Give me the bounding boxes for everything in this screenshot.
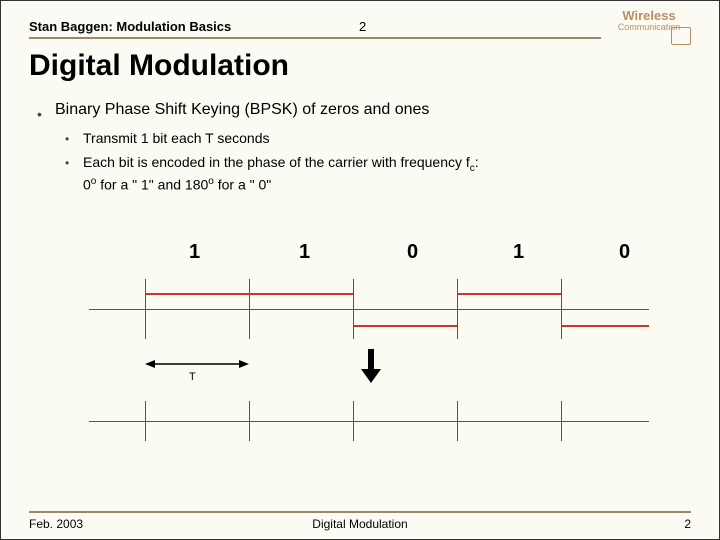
waveform-baseline — [89, 309, 649, 310]
waveform-area — [89, 269, 649, 349]
slide-title: Digital Modulation — [29, 49, 289, 83]
header-divider — [29, 37, 601, 39]
bit-segment-hi — [457, 293, 561, 295]
bpsk-diagram: 1 1 0 1 0 T — [89, 241, 649, 441]
period-arrow-icon — [145, 356, 249, 372]
bit-segment-lo — [353, 325, 457, 327]
zero-deg-num: 0 — [83, 177, 91, 193]
bit-label: 1 — [189, 241, 200, 264]
bullet-l2b-text: Each bit is encoded in the phase of the … — [83, 153, 479, 196]
lower-baseline — [89, 421, 649, 422]
bullet-l2a-text: Transmit 1 bit each T seconds — [83, 129, 270, 149]
wireless-logo: Wireless Communication — [607, 9, 691, 45]
bit-boundary — [145, 279, 146, 339]
bit-boundary — [457, 279, 458, 339]
header-page-num: 2 — [359, 19, 366, 34]
bullet-l1-text: Binary Phase Shift Keying (BPSK) of zero… — [55, 101, 429, 119]
bullet-dot-icon: • — [65, 153, 83, 169]
bullet-l1: • Binary Phase Shift Keying (BPSK) of ze… — [37, 101, 691, 121]
grid-tick — [249, 401, 250, 441]
slide-header: Stan Baggen: Modulation Basics 2 Wireles… — [29, 13, 691, 41]
grid-tick — [353, 401, 354, 441]
bit-segment-hi — [249, 293, 353, 295]
lower-grid — [89, 401, 649, 441]
period-label: T — [189, 371, 196, 383]
grid-tick — [457, 401, 458, 441]
bit-label: 0 — [619, 241, 630, 264]
bit-boundary — [353, 279, 354, 339]
bullet-l2b-pre: Each bit is encoded in the phase of the … — [83, 154, 470, 170]
slide-body: • Binary Phase Shift Keying (BPSK) of ze… — [37, 101, 691, 200]
footer-section: Digital Modulation — [312, 517, 407, 531]
grid-tick — [561, 401, 562, 441]
bit-label: 1 — [299, 241, 310, 264]
phase-text-end: for a " 0" — [214, 177, 271, 193]
logo-line1: Wireless — [607, 9, 691, 23]
grid-tick — [145, 401, 146, 441]
bullet-l2b: • Each bit is encoded in the phase of th… — [65, 153, 691, 196]
footer-divider — [29, 511, 691, 513]
logo-box-icon — [671, 27, 691, 45]
bullet-dot-icon: • — [37, 101, 55, 121]
bit-label: 0 — [407, 241, 418, 264]
bit-label: 1 — [513, 241, 524, 264]
bit-segment-lo — [561, 325, 649, 327]
bullet-dot-icon: • — [65, 129, 83, 145]
header-author-title: Stan Baggen: Modulation Basics — [29, 19, 231, 34]
bit-boundary — [561, 279, 562, 339]
bullet-l2a: • Transmit 1 bit each T seconds — [65, 129, 691, 149]
slide-footer: Feb. 2003 Digital Modulation 2 — [29, 517, 691, 531]
phase-text-mid: for a " 1" and 180 — [96, 177, 208, 193]
footer-page: 2 — [684, 517, 691, 531]
bit-boundary — [249, 279, 250, 339]
down-arrow-icon — [361, 349, 381, 383]
footer-date: Feb. 2003 — [29, 517, 83, 531]
bullet-l2b-post: : — [475, 154, 479, 170]
bit-segment-hi — [145, 293, 249, 295]
